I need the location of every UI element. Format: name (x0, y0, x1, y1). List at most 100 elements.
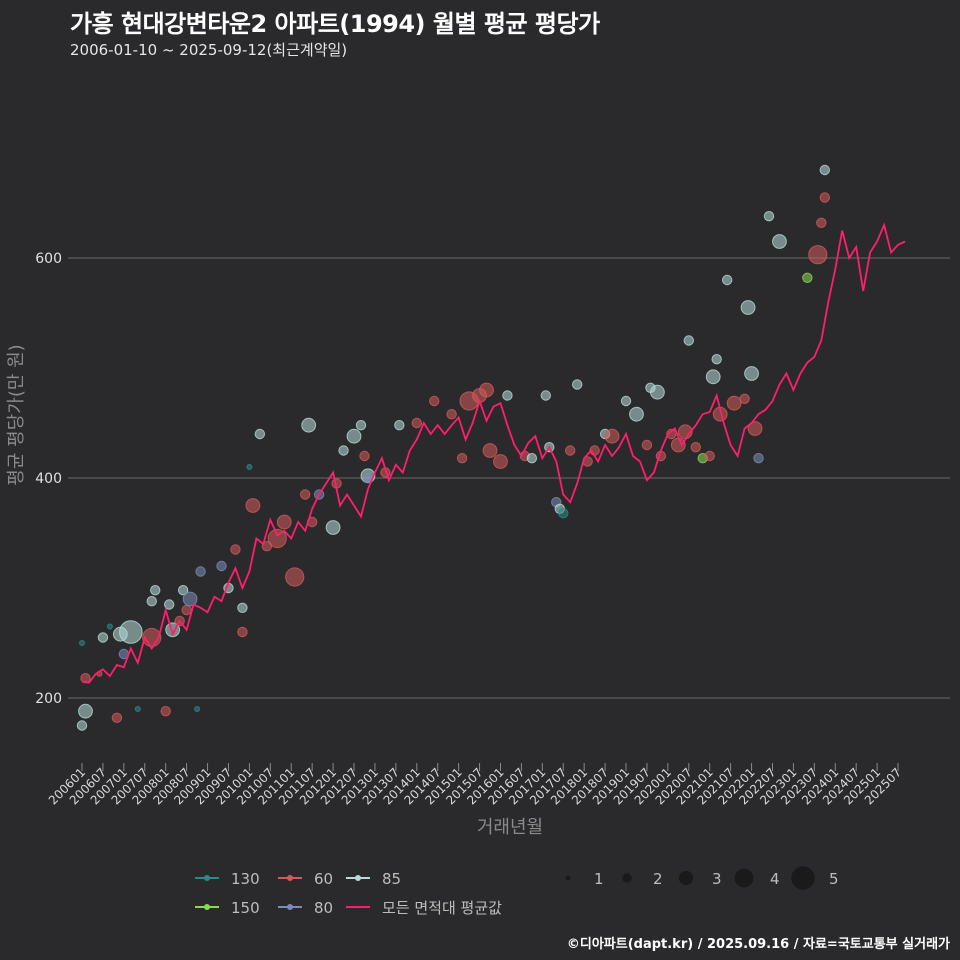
point-a60 (230, 544, 241, 555)
point-a85 (78, 703, 93, 719)
legend-label-a150: 150 (231, 899, 260, 917)
size-dot-5 (791, 866, 815, 890)
point-a60 (819, 192, 830, 203)
point-a85 (705, 369, 721, 385)
point-a150 (802, 272, 813, 283)
point-a85 (763, 211, 775, 222)
point-a60 (666, 428, 677, 440)
size-dot-3 (678, 870, 694, 886)
point-a130 (79, 640, 85, 646)
point-a85 (526, 453, 538, 464)
legend-label-a85: 85 (382, 870, 401, 888)
point-a85 (620, 395, 632, 407)
point-a85 (721, 274, 733, 286)
point-a130 (134, 706, 141, 712)
point-a85 (254, 428, 266, 440)
legend-dot-a80 (287, 904, 293, 910)
point-a60 (816, 217, 827, 229)
footer-credit: ©디아파트(dapt.kr) / 2025.09.16 / 자료=국토교통부 실… (566, 937, 950, 952)
point-a60 (261, 541, 273, 552)
legend-label-a80: 80 (314, 899, 333, 917)
point-a85 (325, 520, 341, 535)
point-a60 (237, 626, 248, 638)
point-a60 (267, 528, 287, 549)
point-a60 (726, 395, 742, 411)
point-a85 (346, 428, 362, 444)
point-a60 (641, 439, 653, 451)
point-a85 (119, 620, 143, 644)
point-a60 (604, 428, 620, 444)
point-a60 (704, 450, 715, 462)
point-a85 (683, 335, 694, 346)
x-axis-label: 거래년월 (477, 817, 543, 838)
point-a60 (808, 245, 828, 265)
size-label-4: 4 (770, 870, 780, 888)
point-a85 (502, 390, 513, 401)
point-a130 (106, 623, 113, 630)
point-a80 (753, 453, 764, 464)
y-tick-400: 400 (35, 471, 62, 487)
legend-label-a130: 130 (231, 870, 260, 888)
point-a60 (111, 712, 123, 723)
point-a85 (150, 585, 161, 596)
point-a85 (540, 390, 552, 401)
point-a60 (411, 417, 422, 429)
point-a130 (246, 464, 253, 470)
size-label-5: 5 (829, 870, 839, 888)
legend-dot-a85 (355, 875, 361, 881)
size-label-2: 2 (653, 870, 663, 888)
point-a60 (690, 442, 701, 453)
legend-label-a60: 60 (314, 870, 333, 888)
size-dot-1 (565, 875, 571, 881)
gridlines (68, 257, 950, 699)
point-a60 (479, 382, 494, 398)
point-a85 (740, 300, 756, 315)
mean-line-series (81, 222, 906, 684)
point-a85 (146, 596, 157, 607)
point-a60 (299, 489, 311, 500)
point-a60 (429, 395, 440, 407)
point-a60 (493, 454, 508, 469)
legend-size: 1 2 3 4 5 (565, 866, 839, 890)
point-a85 (394, 420, 405, 431)
point-a85 (97, 632, 109, 643)
point-a85 (338, 445, 349, 456)
size-dot-4 (734, 868, 754, 888)
point-a85 (163, 599, 175, 610)
point-a85 (177, 585, 189, 596)
point-a60 (565, 445, 576, 456)
point-a60 (446, 409, 457, 420)
point-a130 (558, 508, 569, 519)
point-a60 (670, 437, 686, 453)
point-a85 (711, 354, 722, 365)
size-label-1: 1 (594, 870, 604, 888)
point-a60 (285, 567, 305, 587)
y-tick-labels: 200 400 600 (35, 251, 62, 707)
size-dot-2 (622, 873, 632, 883)
point-a85 (744, 366, 759, 381)
point-a60 (160, 706, 171, 717)
data-points (76, 164, 830, 731)
legend-dot-a150 (204, 904, 210, 910)
point-a80 (216, 560, 227, 572)
point-a85 (301, 417, 317, 433)
point-a85 (571, 379, 583, 390)
y-axis-label: 평균 평당가(만 원) (6, 344, 27, 485)
point-a60 (245, 498, 261, 513)
point-a60 (739, 393, 750, 404)
legend-series: 130 60 85 150 80 모든 면적대 평균값 (195, 870, 502, 917)
point-a85 (629, 406, 644, 422)
legend-label-mean: 모든 면적대 평균값 (382, 899, 502, 917)
point-a80 (182, 591, 198, 607)
point-a85 (76, 720, 88, 731)
x-tick-labels: 2006012006072007012007072008012008072009… (46, 763, 904, 808)
chart-subtitle: 2006-01-10 ~ 2025-09-12(최근계약일) (70, 41, 348, 59)
point-a85 (819, 164, 830, 176)
size-label-3: 3 (712, 870, 722, 888)
y-tick-600: 600 (35, 251, 62, 267)
legend-dot-a130 (204, 875, 210, 881)
point-a130 (194, 706, 201, 712)
point-a80 (195, 566, 206, 577)
point-a85 (237, 602, 248, 613)
